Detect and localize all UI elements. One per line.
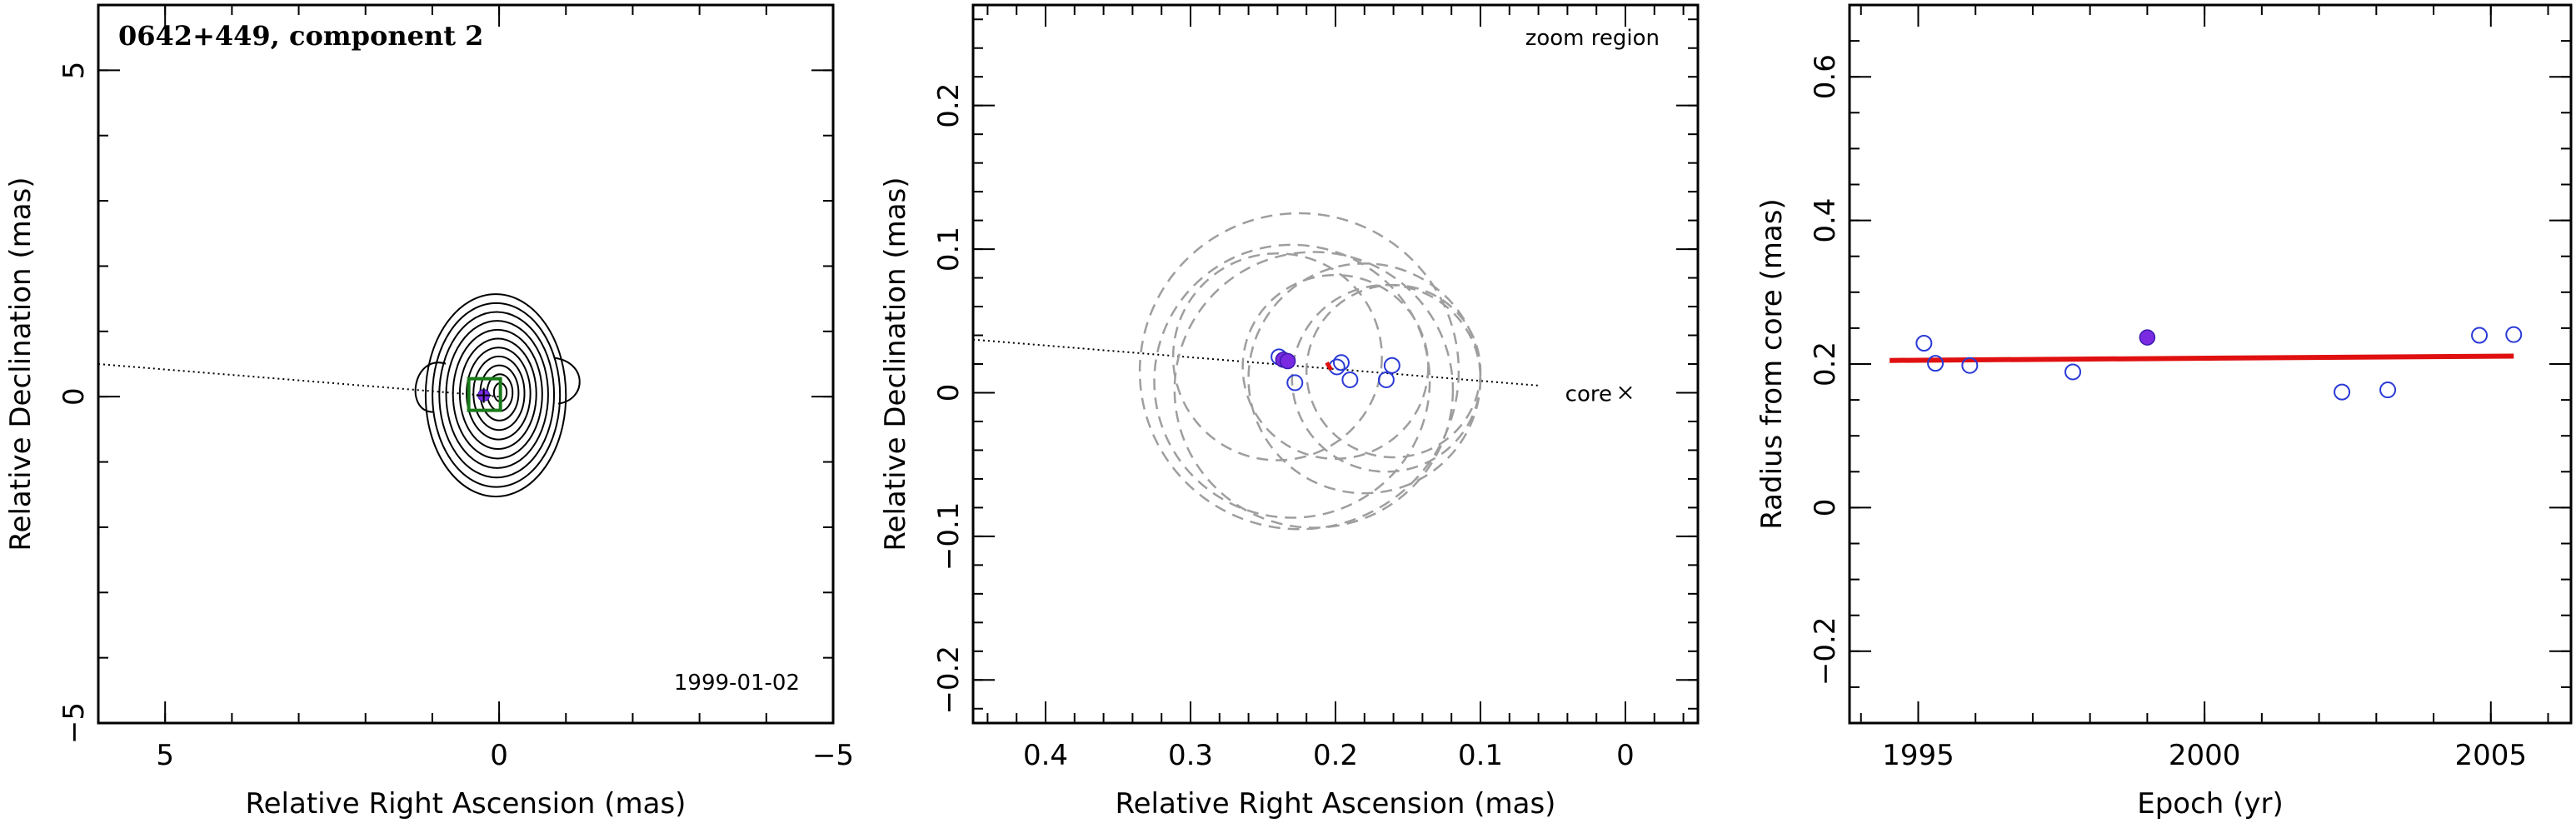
contour-level [472, 355, 526, 431]
y-tick-label: −0.2 [1809, 617, 1842, 686]
x-tick-label: 0.2 [1313, 739, 1358, 772]
y-tick-label: 0.2 [932, 83, 966, 128]
zoom-region-label: zoom region [1525, 26, 1660, 51]
component-position-open [1383, 357, 1400, 374]
contour-lobe-left [414, 362, 447, 413]
motion-fit-segment [1325, 361, 1333, 372]
x-tick-label: 0.4 [1023, 739, 1068, 772]
x-tick-label: 0 [1616, 739, 1635, 772]
component-size-circle [1241, 273, 1430, 461]
radius-fit-line [1890, 353, 2514, 363]
core-label: core [1565, 382, 1612, 407]
radius-point-open [2064, 363, 2082, 381]
panel-map-frame [97, 3, 835, 725]
radius-point-open [2471, 327, 2489, 344]
radius-point-filled [2139, 329, 2156, 346]
y-tick-label: −5 [57, 702, 91, 744]
x-tick-label: 1995 [1882, 739, 1954, 772]
component-position-open [1377, 371, 1395, 388]
radius-point-open [1927, 355, 1944, 372]
panel-radius-frame [1848, 3, 2573, 725]
panel-radius: 1995 2000 2005 −0.2 0 0.2 0.4 0.6 Epoch (yr) Ra… [1755, 3, 2573, 821]
panel-map-y-axis-label: Relative Declination (mas) [4, 177, 37, 551]
radius-point-open [2379, 382, 2397, 399]
contour-level [458, 337, 537, 451]
contour-level [466, 347, 532, 441]
component-size-circle [1173, 251, 1455, 529]
radius-point-open [1915, 335, 1933, 352]
y-tick-label: 0.4 [1809, 198, 1842, 243]
y-tick-label: −0.2 [932, 646, 966, 715]
contour-level [424, 293, 567, 498]
component-position-open [1332, 354, 1350, 372]
panel-zoom: 0.4 0.3 0.2 0.1 0 0.2 0.1 0 −0.1 −0.2 zoom region… [879, 3, 1700, 821]
zoom-region-box [467, 377, 502, 412]
y-tick-label: −0.1 [932, 502, 966, 571]
position-angle-line [973, 338, 1539, 387]
y-tick-label: 0 [932, 384, 966, 402]
core-marker [1619, 386, 1632, 400]
x-tick-label: 2000 [2169, 739, 2241, 772]
panel-map: 5 0 −5 5 0 −5 0642+449, component 2 1999-01-0… [4, 3, 854, 821]
contour-lobe-right [553, 357, 581, 405]
epoch-label: 1999-01-02 [674, 671, 800, 696]
y-tick-label: 5 [57, 62, 91, 80]
radius-point-open [2334, 383, 2351, 401]
y-tick-label: 0.6 [1809, 54, 1842, 99]
y-tick-label: 0.2 [1809, 342, 1842, 387]
radius-point-open [2505, 326, 2523, 343]
panel-zoom-frame [971, 3, 1700, 725]
component-position-open [1286, 374, 1304, 392]
component-size-circle [1171, 252, 1383, 461]
radius-point-open [1961, 357, 1979, 374]
component-position-filled [1279, 352, 1296, 370]
y-tick-label: 0 [1809, 499, 1842, 517]
panel-radius-y-axis-label: Radius from core (mas) [1755, 198, 1789, 529]
panel-map-title: 0642+449, component 2 [118, 20, 483, 52]
x-tick-label: 2005 [2455, 739, 2528, 772]
panel-radius-x-axis-label: Epoch (yr) [2137, 787, 2284, 821]
x-tick-label: 5 [156, 739, 174, 772]
contour-level [452, 328, 543, 460]
component-position-open [1341, 371, 1359, 388]
panel-map-x-axis-label: Relative Right Ascension (mas) [246, 787, 686, 821]
x-tick-label: 0 [490, 739, 508, 772]
component-size-circle [1247, 262, 1482, 495]
contour-level [438, 311, 556, 479]
component-size-circle [1305, 283, 1482, 459]
contour-level [432, 302, 562, 488]
component-size-circle [1138, 212, 1460, 531]
panel-zoom-x-axis-label: Relative Right Ascension (mas) [1116, 787, 1556, 821]
contour-level [445, 320, 549, 469]
y-tick-label: 0.1 [932, 227, 966, 272]
x-tick-label: 0.3 [1168, 739, 1213, 772]
component-size-circle [1153, 243, 1431, 519]
y-tick-label: 0 [57, 387, 91, 406]
x-tick-label: 0.1 [1458, 739, 1503, 772]
panel-zoom-y-axis-label: Relative Declination (mas) [879, 177, 912, 551]
x-tick-label: −5 [812, 739, 854, 772]
